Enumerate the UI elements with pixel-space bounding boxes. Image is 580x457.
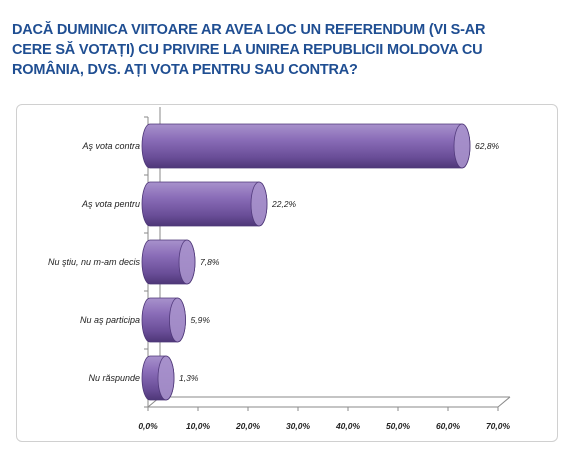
bar [141,181,268,227]
value-label: 62,8% [475,141,500,151]
chart-title-line-1: DACĂ DUMINICA VIITOARE AR AVEA LOC UN RE… [12,22,486,38]
bar [141,123,471,169]
x-tick-label: 20,0% [235,421,261,431]
chart-bars [141,123,471,401]
category-label: Aş vota pentru [81,199,140,209]
value-label: 1,3% [179,373,199,383]
value-label: 7,8% [200,257,220,267]
x-tick-label: 0,0% [138,421,158,431]
chart-labels: Aş vota contra 62,8% Aş vota pentru 22,2% Nu… [48,141,500,383]
x-tick-label: 60,0% [436,421,461,431]
chart-title-line-3: ROMÂNIA, DVS. AȚI VOTA PENTRU SAU CONTRA… [12,62,358,78]
category-label: Nu ştiu, nu m-am decis [48,257,141,267]
x-tick-label: 40,0% [335,421,361,431]
bar-end-cap [250,181,268,227]
value-label: 22,2% [271,199,297,209]
chart-title-line-2: CERE SĂ VOTAȚI) CU PRIVIRE LA UNIREA REP… [12,42,483,58]
x-tick-label: 10,0% [186,421,211,431]
bar-end-cap [157,355,175,401]
x-tick-label: 70,0% [486,421,511,431]
value-label: 5,9% [191,315,211,325]
chart-title: DACĂ DUMINICA VIITOARE AR AVEA LOC UN RE… [12,20,568,80]
floor-right-depth-line [497,396,511,408]
x-tick-label: 50,0% [386,421,411,431]
category-label: Nu aş participa [80,315,140,325]
category-label: Aş vota contra [81,141,140,151]
category-label: Nu răspunde [88,373,140,383]
x-tick-label: 30,0% [286,421,311,431]
bar-end-cap [178,239,196,285]
bar-end-cap [453,123,471,169]
bar-end-cap [169,297,186,343]
